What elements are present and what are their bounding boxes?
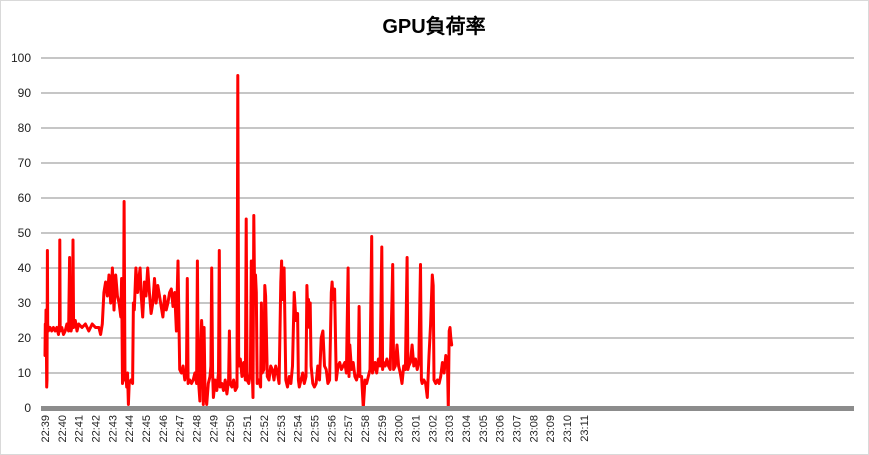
y-tick-label-10: 10 bbox=[18, 366, 32, 380]
y-tick-label-40: 40 bbox=[18, 261, 32, 275]
x-tick-label-22-55: 22:55 bbox=[309, 415, 321, 443]
x-tick-label-22-45: 22:45 bbox=[141, 415, 153, 443]
y-tick-label-30: 30 bbox=[18, 296, 32, 310]
y-tick-label-90: 90 bbox=[18, 86, 32, 100]
x-tick-label-23-06: 23:06 bbox=[495, 415, 507, 443]
y-tick-label-80: 80 bbox=[18, 121, 32, 135]
x-tick-label-22-56: 22:56 bbox=[326, 415, 338, 443]
x-tick-label-22-41: 22:41 bbox=[74, 415, 86, 443]
x-tick-label-22-49: 22:49 bbox=[208, 415, 220, 443]
x-tick-label-23-02: 23:02 bbox=[427, 415, 439, 443]
x-tick-label-22-57: 22:57 bbox=[343, 415, 355, 443]
x-tick-label-22-47: 22:47 bbox=[175, 415, 187, 443]
x-tick-label-23-08: 23:08 bbox=[528, 415, 540, 443]
x-tick-label-22-58: 22:58 bbox=[360, 415, 372, 443]
chart-title: GPU負荷率 bbox=[382, 14, 485, 38]
gridlines bbox=[41, 57, 854, 374]
x-tick-label-23-03: 23:03 bbox=[444, 415, 456, 443]
x-tick-label-22-39: 22:39 bbox=[40, 415, 52, 443]
x-tick-label-22-44: 22:44 bbox=[124, 415, 136, 443]
x-tick-label-22-42: 22:42 bbox=[91, 415, 103, 443]
x-tick-label-23-10: 23:10 bbox=[562, 415, 574, 443]
x-tick-label-22-52: 22:52 bbox=[259, 415, 271, 443]
series-layer bbox=[43, 74, 454, 410]
x-tick-label-23-05: 23:05 bbox=[478, 415, 490, 443]
y-tick-label-50: 50 bbox=[18, 226, 32, 240]
x-tick-label-22-50: 22:50 bbox=[225, 415, 237, 443]
x-tick-label-22-43: 22:43 bbox=[107, 415, 119, 443]
x-axis-band bbox=[41, 406, 854, 411]
y-tick-label-60: 60 bbox=[18, 191, 32, 205]
y-tick-label-20: 20 bbox=[18, 331, 32, 345]
y-axis-tick-labels: 0 10 20 30 40 50 60 70 80 90 100 bbox=[11, 51, 31, 415]
series-line-0 bbox=[43, 74, 454, 410]
x-tick-label-23-04: 23:04 bbox=[461, 415, 473, 443]
y-tick-label-100: 100 bbox=[11, 51, 31, 65]
y-tick-label-70: 70 bbox=[18, 156, 32, 170]
x-tick-label-22-46: 22:46 bbox=[158, 415, 170, 443]
x-tick-label-23-01: 23:01 bbox=[410, 415, 422, 443]
x-tick-label-22-54: 22:54 bbox=[293, 415, 305, 443]
x-tick-label-22-51: 22:51 bbox=[242, 415, 254, 443]
x-tick-label-23-09: 23:09 bbox=[545, 415, 557, 443]
x-tick-label-23-00: 23:00 bbox=[394, 415, 406, 443]
x-tick-label-22-48: 22:48 bbox=[192, 415, 204, 443]
y-tick-label-0: 0 bbox=[24, 401, 31, 415]
x-tick-label-23-11: 23:11 bbox=[579, 415, 591, 442]
x-tick-label-22-53: 22:53 bbox=[276, 415, 288, 443]
x-tick-label-22-59: 22:59 bbox=[377, 415, 389, 443]
x-axis-tick-labels: 22:39 22:40 22:41 22:42 22:43 22:44 22:45 22:46… bbox=[40, 415, 591, 443]
x-tick-label-23-07: 23:07 bbox=[512, 415, 524, 443]
x-tick-label-22-40: 22:40 bbox=[57, 415, 69, 443]
